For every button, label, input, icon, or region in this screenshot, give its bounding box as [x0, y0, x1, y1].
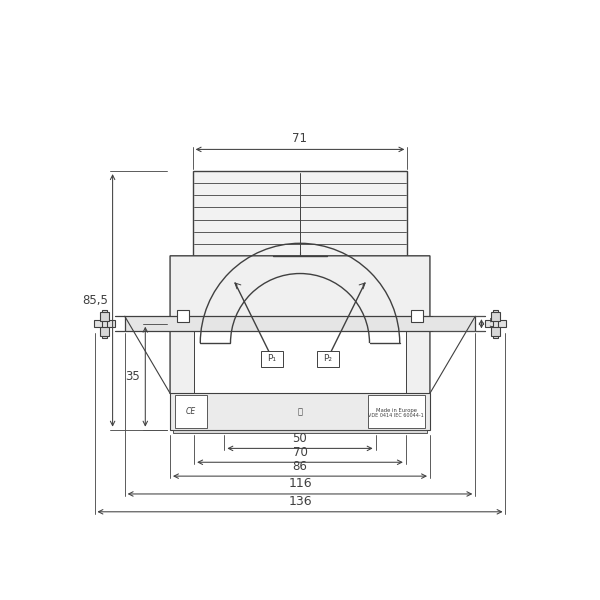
Bar [94, 320, 115, 327]
Bar [100, 312, 109, 321]
Text: 50: 50 [293, 433, 307, 445]
Bar [102, 310, 107, 338]
Bar [175, 395, 207, 428]
Bar [177, 310, 189, 322]
Bar [170, 394, 430, 430]
Bar [193, 171, 407, 256]
Text: 116: 116 [288, 477, 312, 490]
Text: 71: 71 [292, 133, 307, 145]
Text: 35: 35 [125, 370, 140, 383]
Text: CE: CE [186, 407, 196, 416]
Text: 85,5: 85,5 [82, 294, 107, 307]
Bar [173, 430, 427, 433]
Bar [100, 327, 109, 335]
Text: 🔖: 🔖 [298, 407, 302, 416]
Bar [493, 310, 498, 338]
Text: 5: 5 [488, 317, 496, 331]
Bar [317, 351, 339, 367]
Bar [491, 312, 500, 321]
Text: 86: 86 [293, 460, 307, 473]
Text: 136: 136 [288, 495, 312, 508]
Text: 70: 70 [293, 446, 307, 459]
Text: VDE 0414 IEC 60044-1: VDE 0414 IEC 60044-1 [368, 413, 424, 418]
Text: P₁: P₁ [268, 355, 277, 364]
Polygon shape [170, 256, 430, 424]
Bar [194, 320, 406, 412]
Bar [485, 320, 506, 327]
Bar [125, 316, 475, 331]
Bar [411, 310, 423, 322]
Bar [491, 327, 500, 335]
Bar [261, 351, 283, 367]
Bar [368, 395, 425, 428]
Text: P₂: P₂ [323, 355, 332, 364]
Text: Made in Europe: Made in Europe [376, 408, 417, 413]
